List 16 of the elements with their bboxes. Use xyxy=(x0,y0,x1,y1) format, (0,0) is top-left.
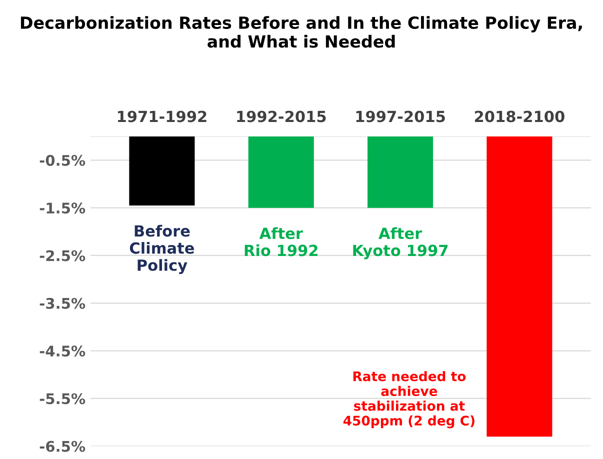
x-tick-label: 1971-1992 xyxy=(118,110,206,122)
y-tick-label: -1.5% xyxy=(40,202,86,214)
annotation: Before Climate Policy xyxy=(130,224,194,274)
y-tick-label: -3.5% xyxy=(40,298,86,309)
x-tick-label: 2018-2100 xyxy=(474,110,564,122)
x-tick-label: 1997-2015 xyxy=(356,110,445,122)
y-tick-label: -2.5% xyxy=(40,250,86,262)
y-tick-label: -6.5% xyxy=(40,440,86,452)
y-tick-label: -4.5% xyxy=(40,346,86,357)
annotation: After Kyoto 1997 xyxy=(353,227,448,260)
y-tick-label: -5.5% xyxy=(40,393,86,404)
annotation: Rate needed to achieve stabilization at 450ppm (2 deg C) xyxy=(343,371,474,428)
chart-title: Decarbonization Rates Before and In the Climate Policy Era, and What is Needed xyxy=(20,16,582,48)
annotation: After Rio 1992 xyxy=(244,227,318,256)
x-tick-label: 1992-2015 xyxy=(237,110,326,122)
y-tick-label: -0.5% xyxy=(40,154,86,166)
